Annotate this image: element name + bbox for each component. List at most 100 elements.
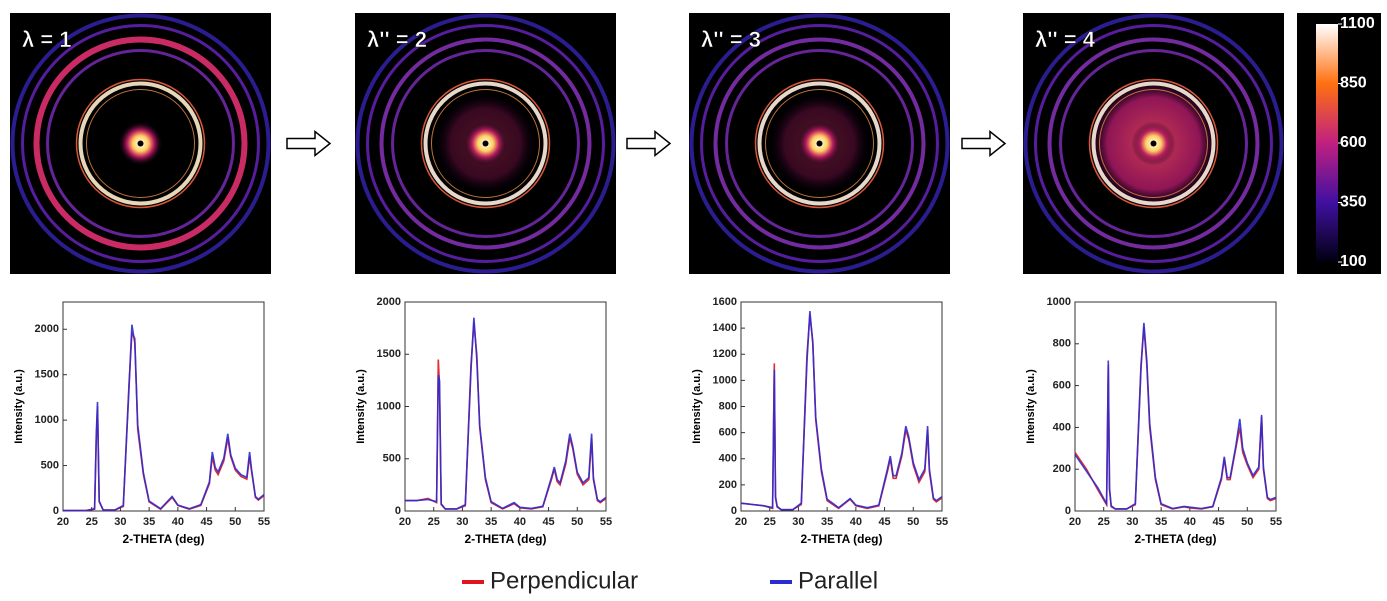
x-tick-label: 30 — [792, 516, 804, 528]
x-tick-label: 20 — [399, 516, 411, 528]
beam-center — [816, 140, 823, 147]
x-tick-label: 40 — [172, 516, 184, 528]
y-tick-label: 600 — [1053, 380, 1071, 392]
plot-frame — [404, 301, 607, 512]
panel-label: λ'' = 2 — [367, 27, 427, 52]
x-tick-label: 40 — [514, 516, 526, 528]
beam-center — [137, 140, 144, 147]
y-tick-label: 1400 — [713, 322, 737, 334]
chart: 0 500 1000 1500 2000 20 25 30 35 40 45 50 55 2-THETA … — [13, 301, 270, 546]
series-line — [1074, 322, 1277, 510]
colorbar-tick-label: 350 — [1340, 194, 1367, 211]
chart: 0 500 1000 1500 2000 20 25 30 35 40 45 50 55 2-THETA … — [355, 296, 612, 546]
x-tick-label: 45 — [1212, 516, 1224, 528]
y-axis-label: Intensity (a.u.) — [1025, 369, 1037, 444]
diffraction-ring — [700, 24, 939, 263]
x-tick-label: 55 — [600, 516, 612, 528]
diffraction-ring — [78, 81, 203, 206]
x-tick-label: 30 — [456, 516, 468, 528]
diffraction-ring — [355, 13, 616, 274]
y-tick-label: 200 — [1053, 463, 1071, 475]
x-tick-label: 55 — [1270, 516, 1282, 528]
y-tick-label: 1500 — [377, 348, 401, 360]
x-tick-label: 55 — [258, 516, 270, 528]
diffraction-ring — [1059, 49, 1248, 238]
y-tick-label: 1000 — [35, 414, 59, 426]
x-tick-label: 45 — [878, 516, 890, 528]
x-axis-label: 2-THETA (deg) — [801, 532, 883, 546]
x-axis-label: 2-THETA (deg) — [1135, 532, 1217, 546]
x-tick-label: 50 — [907, 516, 919, 528]
x-tick-label: 20 — [57, 516, 69, 528]
diffraction-ring — [1023, 13, 1284, 274]
x-tick-label: 20 — [735, 516, 747, 528]
panel-label: λ'' = 4 — [1035, 27, 1096, 52]
y-tick-label: 1200 — [713, 348, 737, 360]
plot-frame — [62, 301, 265, 512]
x-tick-label: 25 — [764, 516, 776, 528]
diffraction-ring — [1091, 81, 1216, 206]
diffraction-ring — [10, 13, 271, 274]
x-axis-label: 2-THETA (deg) — [123, 532, 205, 546]
y-tick-label: 2000 — [35, 323, 59, 335]
x-tick-label: 25 — [1098, 516, 1110, 528]
x-tick-label: 30 — [114, 516, 126, 528]
diffraction-ring — [1088, 78, 1219, 209]
diffraction-ring — [75, 78, 206, 209]
panel-label: λ'' = 3 — [701, 27, 761, 52]
plot-frame — [740, 301, 943, 512]
y-tick-label: 800 — [1053, 338, 1071, 350]
x-tick-label: 40 — [850, 516, 862, 528]
y-tick-label: 800 — [719, 400, 737, 412]
y-tick-label: 200 — [719, 479, 737, 491]
y-tick-label: 1600 — [713, 296, 737, 308]
series-line — [405, 317, 607, 510]
x-tick-label: 50 — [1241, 516, 1253, 528]
diffraction-ring — [765, 89, 874, 198]
beam-center — [1150, 140, 1157, 147]
y-tick-label: 0 — [53, 505, 59, 517]
arrow — [626, 129, 672, 158]
y-tick-label: 1500 — [35, 369, 59, 381]
panel-label: λ = 1 — [22, 27, 72, 52]
diffraction-ring — [366, 24, 605, 263]
x-tick-label: 25 — [86, 516, 98, 528]
colorbar-tick-label: 1100 — [1340, 15, 1375, 32]
diffraction-ring — [1034, 24, 1273, 263]
y-tick-label: 500 — [383, 453, 401, 465]
colorbar-tick-label: 100 — [1340, 253, 1367, 270]
x-tick-label: 55 — [936, 516, 948, 528]
legend-label: Parallel — [798, 567, 878, 594]
y-axis-label: Intensity (a.u.) — [355, 369, 367, 444]
diffraction-ring — [33, 36, 248, 251]
diffraction-ring — [379, 37, 592, 250]
plot-frame — [1074, 301, 1277, 512]
diffraction-ring — [420, 78, 551, 209]
y-tick-label: 0 — [395, 505, 401, 517]
y-axis-label: Intensity (a.u.) — [691, 369, 703, 444]
x-tick-label: 50 — [229, 516, 241, 528]
x-tick-label: 35 — [143, 516, 155, 528]
diffraction-ring — [46, 49, 235, 238]
colorbar-tick-label: 850 — [1340, 75, 1367, 92]
diffraction-ring — [431, 89, 540, 198]
diffraction-ring — [423, 81, 548, 206]
y-tick-label: 0 — [731, 505, 737, 517]
diffraction-ring — [689, 13, 950, 274]
y-tick-label: 400 — [719, 453, 737, 465]
legend-label: Perpendicular — [490, 567, 638, 594]
diffraction-ring — [21, 24, 260, 263]
x-tick-label: 35 — [1155, 516, 1167, 528]
x-tick-label: 30 — [1126, 516, 1138, 528]
series-line — [740, 311, 943, 511]
y-tick-label: 1000 — [377, 400, 401, 412]
arrow — [961, 129, 1007, 158]
y-tick-label: 600 — [719, 427, 737, 439]
diffraction-ring — [725, 49, 914, 238]
x-tick-label: 40 — [1184, 516, 1196, 528]
chart: 0 200 400 600 800 1000 20 25 30 35 40 45 50 55 2-THETA… — [1025, 296, 1282, 546]
x-tick-label: 35 — [485, 516, 497, 528]
arrow — [286, 129, 332, 158]
chart: 0 200 400 600 800 1000 1200 1400 1600 20 25 30 35 40 4… — [691, 296, 948, 546]
